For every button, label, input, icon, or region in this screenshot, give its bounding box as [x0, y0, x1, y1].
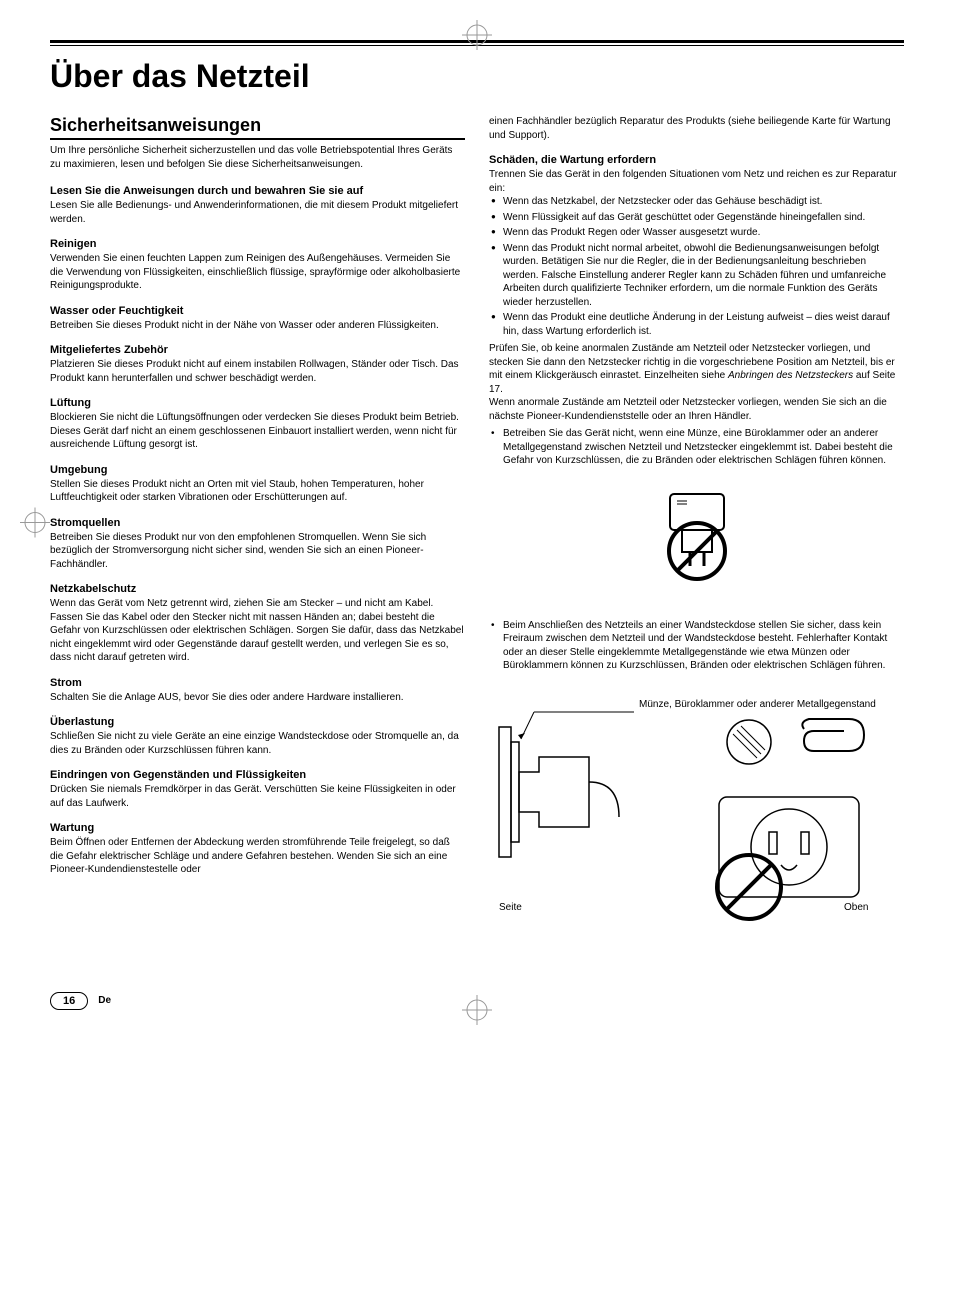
list-item: Wenn das Produkt eine deutliche Änderung… — [489, 311, 904, 338]
heading-damage: Schäden, die Wartung erfordern — [489, 154, 904, 166]
damage-list: Wenn das Netzkabel, der Netzstecker oder… — [489, 195, 904, 338]
para-read: Lesen Sie alle Bedienungs- und Anwenderi… — [50, 199, 465, 226]
left-column: Sicherheitsanweisungen Um Ihre persönlic… — [50, 115, 465, 952]
figure-caption: Münze, Büroklammer oder anderer Metallge… — [639, 699, 876, 710]
right-column: einen Fachhändler bezüglich Reparatur de… — [489, 115, 904, 952]
para-environment: Stellen Sie dieses Produkt nicht an Orte… — [50, 478, 465, 505]
heading-objects: Eindringen von Gegenständen und Flüssigk… — [50, 769, 465, 781]
page-number: 16 — [50, 992, 88, 1010]
list-item: Wenn das Netzkabel, der Netzstecker oder… — [489, 195, 904, 209]
warning-list-1: Betreiben Sie das Gerät nicht, wenn eine… — [489, 427, 904, 468]
crop-mark — [462, 20, 492, 55]
para-check: Prüfen Sie, ob keine anormalen Zustände … — [489, 342, 904, 396]
heading-overload: Überlastung — [50, 716, 465, 728]
heading-cordprotect: Netzkabelschutz — [50, 583, 465, 595]
intro-text: Um Ihre persönliche Sicherheit sicherzus… — [50, 144, 465, 171]
para-power: Schalten Sie die Anlage AUS, bevor Sie d… — [50, 691, 465, 705]
figure-label-top: Oben — [844, 902, 868, 913]
section-title-safety: Sicherheitsanweisungen — [50, 115, 465, 140]
para-accessories: Platzieren Sie dieses Produkt nicht auf … — [50, 358, 465, 385]
warning-list-2: Beim Anschließen des Netzteils an einer … — [489, 619, 904, 673]
heading-service: Wartung — [50, 822, 465, 834]
para-check2: Wenn anormale Zustände am Netzteil oder … — [489, 396, 904, 423]
heading-read: Lesen Sie die Anweisungen durch und bewa… — [50, 185, 465, 197]
crop-mark — [462, 995, 492, 1030]
heading-power: Strom — [50, 677, 465, 689]
para-service: Beim Öffnen oder Entfernen der Abdeckung… — [50, 836, 465, 877]
heading-environment: Umgebung — [50, 464, 465, 476]
heading-clean: Reinigen — [50, 238, 465, 250]
heading-ventilation: Lüftung — [50, 397, 465, 409]
list-item: Wenn das Produkt nicht normal arbeitet, … — [489, 242, 904, 310]
para-clean: Verwenden Sie einen feuchten Lappen zum … — [50, 252, 465, 293]
para-ventilation: Blockieren Sie nicht die Lüftungsöffnung… — [50, 411, 465, 452]
figure-plug-prohibition — [489, 486, 904, 601]
para-powersource: Betreiben Sie dieses Produkt nur von den… — [50, 531, 465, 572]
para-objects: Drücken Sie niemals Fremdkörper in das G… — [50, 783, 465, 810]
figure-label-side: Seite — [499, 902, 522, 913]
para-service-cont: einen Fachhändler bezüglich Reparatur de… — [489, 115, 904, 142]
heading-powersource: Stromquellen — [50, 517, 465, 529]
list-item: Beim Anschließen des Netzteils an einer … — [489, 619, 904, 673]
page-title: Über das Netzteil — [50, 58, 904, 95]
page-language: De — [98, 995, 111, 1006]
figure-outlet-diagram: Münze, Büroklammer oder anderer Metallge… — [489, 687, 904, 952]
para-water: Betreiben Sie dieses Produkt nicht in de… — [50, 319, 465, 333]
list-item: Betreiben Sie das Gerät nicht, wenn eine… — [489, 427, 904, 468]
heading-accessories: Mitgeliefertes Zubehör — [50, 344, 465, 356]
list-item: Wenn Flüssigkeit auf das Gerät geschütte… — [489, 211, 904, 225]
list-item: Wenn das Produkt Regen oder Wasser ausge… — [489, 226, 904, 240]
crop-mark — [20, 507, 50, 542]
para-overload: Schließen Sie nicht zu viele Geräte an e… — [50, 730, 465, 757]
para-damage: Trennen Sie das Gerät in den folgenden S… — [489, 168, 904, 195]
heading-water: Wasser oder Feuchtigkeit — [50, 305, 465, 317]
para-cordprotect: Wenn das Gerät vom Netz getrennt wird, z… — [50, 597, 465, 665]
